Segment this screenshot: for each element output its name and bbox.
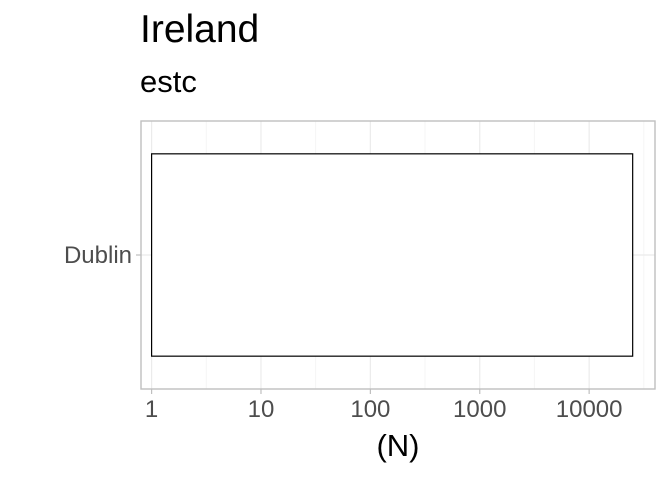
x-tick-label: 10 xyxy=(248,396,275,423)
x-tick-label: 1000 xyxy=(453,396,506,423)
x-tick-label: 10000 xyxy=(556,396,623,423)
x-axis-title: (N) xyxy=(376,428,419,463)
bar-dublin xyxy=(151,153,634,357)
bars-layer xyxy=(151,153,634,357)
x-tick-label: 1 xyxy=(145,396,158,423)
x-axis: 1 10 100 1000 10000 xyxy=(145,389,623,423)
y-axis: Dublin xyxy=(64,242,141,269)
y-tick-label: Dublin xyxy=(64,242,132,269)
chart-title: Ireland xyxy=(140,8,260,51)
x-tick-label: 100 xyxy=(350,396,390,423)
chart-subtitle: estc xyxy=(140,64,197,99)
